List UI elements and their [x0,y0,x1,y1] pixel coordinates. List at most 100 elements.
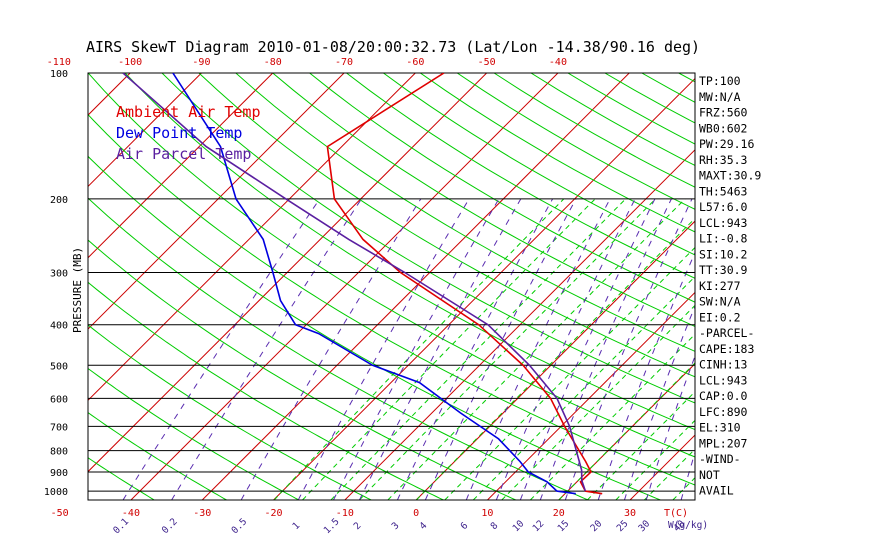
isotherm-line [88,73,416,402]
moist-adiabat-line [643,448,695,500]
legend-entry: Ambient Air Temp [116,103,261,121]
isotherm-line [773,73,870,500]
index-entry: FRZ:560 [699,106,748,120]
mixing-ratio-tick-label: 1 [290,520,302,532]
dry-adiabat-line [161,73,695,404]
dry-adiabat-line [124,73,695,431]
legend: Ambient Air Temp Dew Point Temp Air Parcel… [116,103,261,163]
moist-adiabat-lines [273,198,695,500]
moist-adiabat-line [501,304,695,500]
bottom-temp-tick-label: -50 [51,508,69,519]
bottom-temp-tick-label: -20 [265,508,283,519]
moist-adiabat-line [359,198,656,500]
moist-adiabat-line [387,198,686,500]
index-entry: KI:277 [699,279,741,293]
dry-adiabat-line [88,197,589,500]
moist-adiabat-line [273,198,565,500]
legend-entry: Air Parcel Temp [116,145,251,163]
mixing-ratio-line [495,198,636,500]
top-temp-tick-label: -70 [335,57,353,68]
isotherm-line [88,73,274,259]
mixing-ratio-unit-label: W(g/kg) [668,520,708,531]
moist-adiabat-line [615,419,695,500]
index-entry: WB0:602 [699,121,747,135]
bottom-temp-tick-label: 10 [481,508,493,519]
index-entry: LFC:890 [699,405,748,419]
index-entry: MPL:207 [699,436,748,450]
dry-adiabat-line [383,73,695,256]
dry-adiabat-line [88,113,695,486]
top-temp-tick-label: -60 [406,57,424,68]
top-temp-tick-label: -90 [192,57,210,68]
mixing-ratio-tick-label: 0.1 [111,516,131,536]
index-entry: NOT [699,468,720,482]
dry-adiabat-line [235,73,695,352]
isotherm-line [487,291,695,500]
bottom-temp-tick-label: 30 [624,508,636,519]
mixing-ratio-tick-label: 25 [615,518,631,534]
bottom-temp-tick-label: -10 [336,508,354,519]
isotherm-line [0,73,59,500]
dry-adiabat-line [88,457,155,500]
moist-adiabat-line [586,390,695,500]
legend-entry: Dew Point Temp [116,124,242,142]
isotherm-line [130,73,559,500]
mixing-ratio-line [623,305,695,500]
dry-adiabat-line [88,324,372,500]
moist-adiabat-line [472,275,695,500]
isotherm-line [88,73,202,188]
pressure-tick-label: 600 [50,394,68,405]
index-entry: SI:10.2 [699,247,747,261]
mixing-ratio-tick-label: 8 [489,520,501,532]
index-entry: CINH:13 [699,358,748,372]
index-entry: MW:N/A [699,90,741,104]
index-entry: SW:N/A [699,295,741,309]
mixing-ratio-tick-label: 0.2 [160,516,180,536]
dry-adiabat-line [88,281,444,500]
index-entry: -WIND- [699,452,741,466]
mixing-ratio-line [333,198,500,500]
bottom-temp-tick-label: -30 [193,508,211,519]
mixing-ratio-tick-label: 30 [636,518,652,534]
index-entry: LCL:943 [699,216,748,230]
mixing-ratio-tick-label: 6 [459,520,471,532]
index-entry: AVAIL [699,484,734,498]
mixing-ratio-tick-label: 12 [531,518,547,534]
mixing-ratio-line [358,198,522,500]
index-entry: EI:0.2 [699,310,741,324]
index-entry: TH:5463 [699,184,748,198]
moist-adiabat-line [558,362,695,500]
bottom-temp-tick-label: 20 [553,508,565,519]
index-entry: EL:310 [699,421,741,435]
pressure-tick-label: 300 [50,269,68,280]
top-temp-tick-label: -40 [549,57,567,68]
mixing-ratio-tick-label: 4 [418,520,430,532]
isotherm-line [88,73,487,473]
dry-adiabat-line [272,73,695,328]
dry-adiabat-line [753,73,870,500]
bottom-temp-tick-label: -40 [122,508,140,519]
mixing-ratio-tick-label: 20 [589,518,605,534]
mixing-ratio-tick-label: 2 [352,520,364,532]
moist-adiabat-line [415,217,695,500]
pressure-tick-label: 200 [50,195,68,206]
mixing-ratio-line [171,198,362,500]
dry-adiabat-line [88,367,300,500]
plot-frame [87,72,696,501]
mixing-ratio-line [597,251,695,500]
top-temp-tick-label: -50 [478,57,496,68]
moist-adiabat-line [330,198,626,500]
mixing-ratio-tick-label: 10 [511,518,527,534]
mixing-ratio-tick-label: 0.5 [229,516,249,536]
mixing-ratio-line [645,354,695,500]
temp-unit-label: T(C) [664,508,688,519]
pressure-tick-label: 100 [50,69,68,80]
dry-adiabat-line [88,412,227,500]
mixing-ratio-line [122,198,321,500]
mixing-ratio-tick-label: 1.5 [322,516,342,536]
top-temp-tick-label: -100 [118,57,142,68]
isobar-lines [87,72,696,501]
index-entry: TT:30.9 [699,263,748,277]
